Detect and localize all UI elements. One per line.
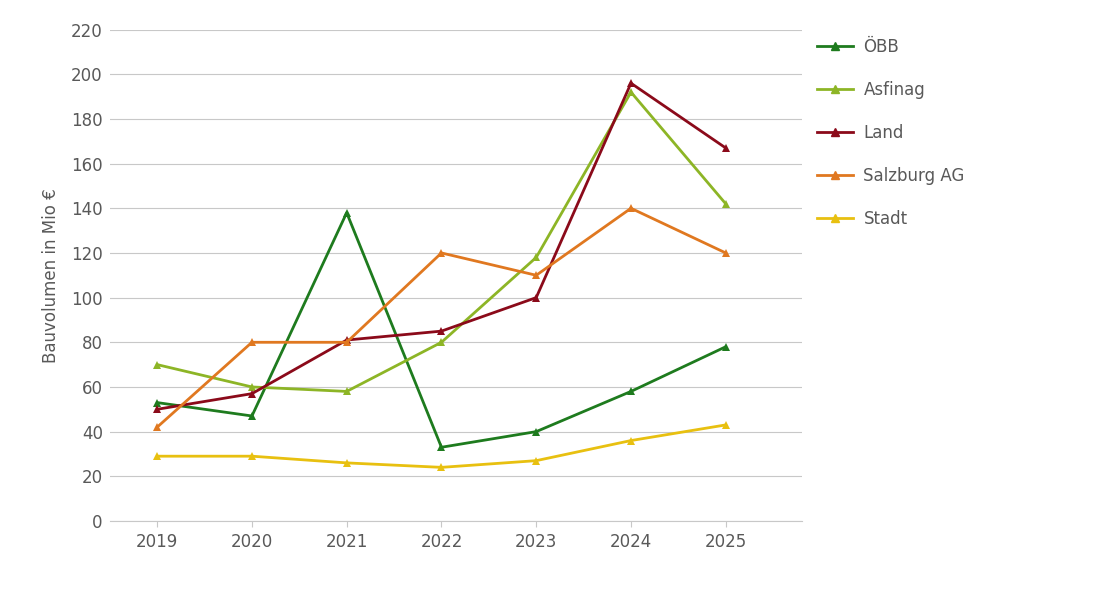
Salzburg AG [529, 272, 542, 279]
Land [719, 144, 732, 152]
Stadt [719, 422, 732, 429]
Asfinag [719, 200, 732, 207]
ÖBB [625, 388, 638, 395]
Line: Stadt: Stadt [153, 421, 730, 471]
Land [435, 327, 448, 334]
Salzburg AG [435, 249, 448, 256]
Stadt [529, 457, 542, 464]
Asfinag [150, 361, 164, 368]
ÖBB [150, 399, 164, 406]
Stadt [625, 437, 638, 444]
Salzburg AG [245, 339, 258, 346]
Asfinag [340, 388, 354, 395]
Asfinag [435, 339, 448, 346]
Stadt [150, 453, 164, 460]
ÖBB [340, 209, 354, 216]
ÖBB [529, 428, 542, 435]
ÖBB [245, 413, 258, 420]
ÖBB [719, 343, 732, 350]
Land [529, 294, 542, 301]
ÖBB [435, 444, 448, 451]
Legend: ÖBB, Asfinag, Land, Salzburg AG, Stadt: ÖBB, Asfinag, Land, Salzburg AG, Stadt [817, 38, 965, 228]
Line: ÖBB: ÖBB [153, 208, 730, 452]
Land [150, 406, 164, 413]
Land [340, 336, 354, 343]
Line: Asfinag: Asfinag [153, 88, 730, 395]
Asfinag [529, 254, 542, 261]
Land [245, 390, 258, 397]
Line: Salzburg AG: Salzburg AG [153, 204, 730, 432]
Asfinag [625, 89, 638, 96]
Line: Land: Land [153, 79, 730, 413]
Y-axis label: Bauvolumen in Mio €: Bauvolumen in Mio € [42, 188, 60, 363]
Salzburg AG [340, 339, 354, 346]
Stadt [435, 464, 448, 471]
Salzburg AG [150, 424, 164, 431]
Stadt [245, 453, 258, 460]
Land [625, 80, 638, 87]
Salzburg AG [719, 249, 732, 256]
Asfinag [245, 384, 258, 391]
Stadt [340, 459, 354, 466]
Salzburg AG [625, 205, 638, 212]
